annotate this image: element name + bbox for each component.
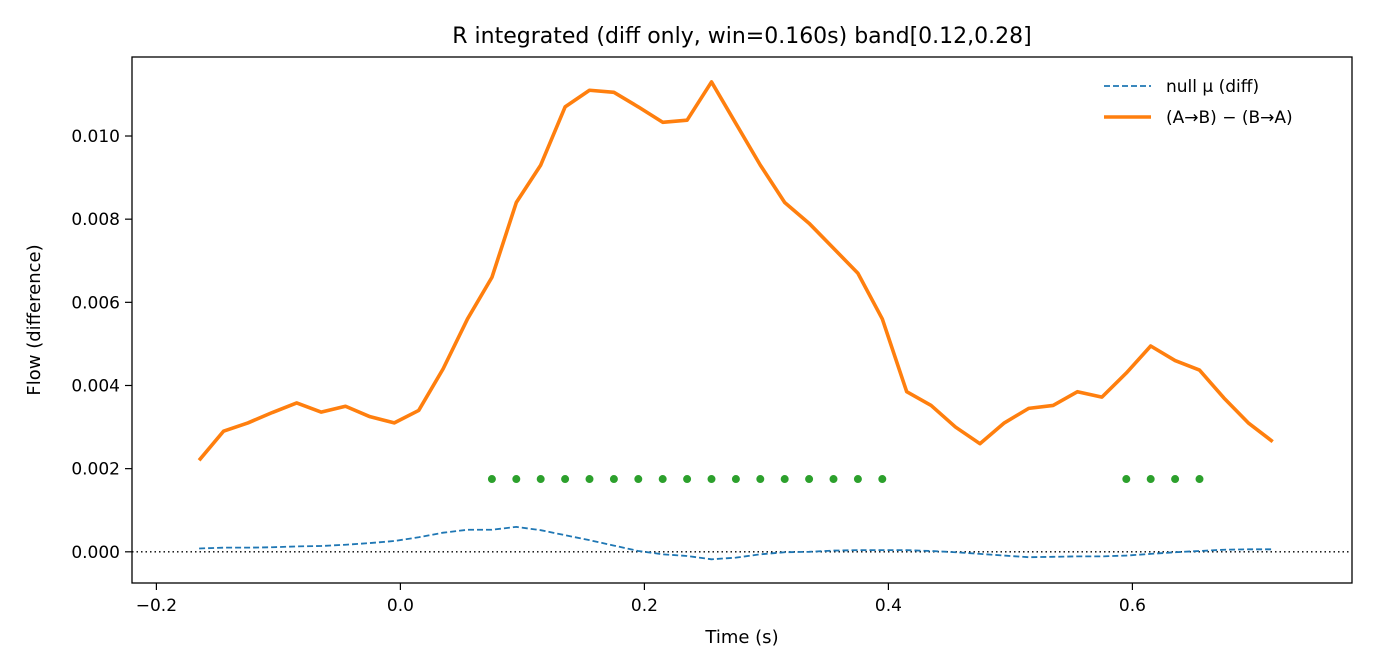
significance-marker (609, 475, 618, 484)
significance-marker (853, 475, 862, 484)
y-tick-label: 0.006 (71, 293, 120, 313)
y-axis: 0.000 0.002 0.004 0.006 0.008 0.010 (71, 127, 132, 563)
significance-marker (756, 475, 765, 484)
significance-marker (780, 475, 789, 484)
significance-marker (585, 475, 594, 484)
significance-marker (1195, 475, 1204, 484)
significance-marker (634, 475, 643, 484)
significance-marker (561, 475, 570, 484)
x-axis-title: Time (s) (704, 627, 778, 648)
significance-marker (658, 475, 667, 484)
y-axis-title: Flow (difference) (24, 244, 45, 395)
y-tick-label: 0.008 (71, 210, 120, 230)
significance-marker (878, 475, 887, 484)
significance-marker (829, 475, 838, 484)
significance-marker (1171, 475, 1180, 484)
plot-frame (131, 56, 1353, 584)
y-tick-label: 0.002 (71, 460, 120, 480)
significance-marker (487, 475, 496, 484)
legend-label-difference: (A→B) − (B→A) (1166, 108, 1293, 128)
significance-marker (731, 475, 740, 484)
difference-line (197, 80, 1274, 462)
x-tick-label: 0.0 (387, 596, 414, 616)
x-tick-label: 0.2 (631, 596, 658, 616)
x-axis: −0.2 0.0 0.2 0.4 0.6 (136, 583, 1146, 616)
null-mean-line (199, 525, 1273, 561)
significance-marker (805, 475, 814, 484)
chart-title: R integrated (diff only, win=0.160s) ban… (452, 24, 1031, 49)
significance-marker (512, 475, 521, 484)
x-tick-label: 0.4 (875, 596, 902, 616)
y-tick-label: 0.004 (71, 376, 120, 396)
legend-label-null-mean: null μ (diff) (1166, 77, 1259, 97)
significance-marker (1146, 475, 1155, 484)
significance-marker (683, 475, 692, 484)
plot-area (132, 80, 1352, 561)
y-tick-label: 0.000 (71, 543, 120, 563)
significance-marker (707, 475, 716, 484)
y-tick-label: 0.010 (71, 127, 120, 147)
x-tick-label: −0.2 (136, 596, 177, 616)
significance-marker (536, 475, 545, 484)
x-tick-label: 0.6 (1119, 596, 1146, 616)
legend: null μ (diff) (A→B) − (B→A) (1104, 77, 1293, 128)
significance-marker (1122, 475, 1131, 484)
